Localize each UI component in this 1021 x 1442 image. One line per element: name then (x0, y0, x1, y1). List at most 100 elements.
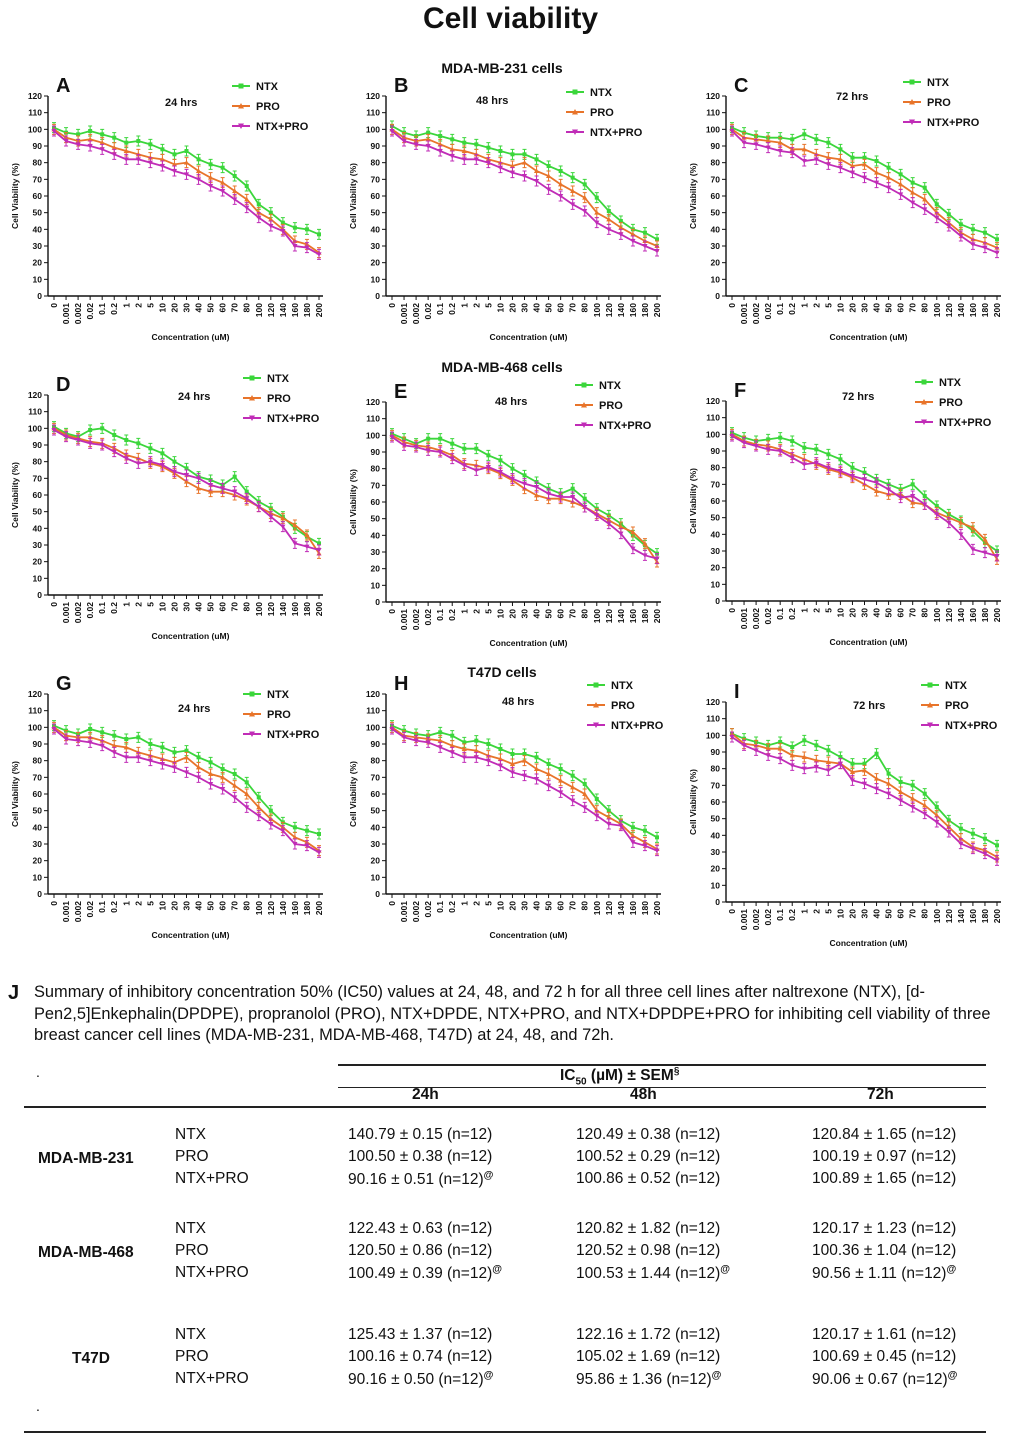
data-point (232, 783, 238, 788)
x-tick-label: 100 (932, 909, 942, 923)
data-point (147, 758, 153, 764)
y-tick-label: 70 (711, 780, 721, 790)
legend-marker (249, 731, 255, 737)
data-point (630, 529, 636, 534)
x-tick-label: 5 (145, 602, 155, 607)
y-tick-label: 40 (371, 530, 381, 540)
series-pro (389, 721, 660, 855)
time-label: 24 hrs (178, 391, 210, 403)
y-tick-label: 120 (28, 689, 42, 699)
x-tick-label: 40 (194, 901, 204, 911)
x-tick-label: 0.001 (739, 909, 749, 931)
data-point (789, 752, 795, 758)
data-point (837, 156, 844, 162)
x-tick-label: 0.2 (447, 901, 457, 913)
data-point (498, 458, 503, 463)
data-point (946, 224, 952, 229)
x-tick-label: 0.02 (423, 609, 433, 626)
legend-label: PRO (590, 107, 614, 119)
data-point (982, 836, 987, 841)
data-point (316, 252, 322, 257)
legend-marker (909, 79, 915, 85)
data-point (630, 546, 636, 552)
data-point (582, 195, 588, 200)
data-point (910, 494, 916, 499)
x-tick-label: 40 (194, 602, 204, 612)
series-line (731, 732, 998, 858)
data-point (183, 770, 190, 775)
data-point (280, 229, 286, 234)
data-point (136, 735, 141, 740)
data-point (124, 737, 129, 741)
data-point (594, 797, 599, 801)
x-tick-label: 200 (652, 609, 662, 623)
data-point (753, 748, 759, 753)
data-point (838, 147, 843, 152)
data-point (160, 745, 165, 750)
significance-mark: @ (711, 1370, 722, 1381)
x-tick-label: 1 (459, 609, 469, 614)
ic50-value: 100.52 ± 0.29 (n=12) (576, 1148, 721, 1165)
x-tick-label: 5 (145, 303, 155, 308)
data-point (582, 505, 588, 510)
x-tick-label: 160 (628, 303, 638, 317)
data-point (111, 743, 117, 748)
data-point (766, 437, 771, 442)
time-label: 72 hrs (853, 700, 885, 712)
data-point (497, 763, 504, 769)
drug-label: NTX (175, 1126, 206, 1143)
y-tick-label: 110 (706, 413, 720, 423)
data-point (861, 477, 868, 482)
data-point (802, 738, 807, 743)
data-point (280, 828, 286, 834)
data-point (521, 773, 528, 779)
data-point (582, 805, 588, 810)
series-ntx-pro (51, 723, 322, 858)
data-point (849, 769, 856, 774)
y-tick-label: 110 (28, 706, 42, 716)
data-point (982, 230, 987, 235)
y-tick-label: 70 (33, 174, 43, 184)
data-point (837, 165, 844, 171)
table-dot: . (36, 1064, 40, 1080)
legend: NTX PRO NTX+PRO (921, 680, 998, 732)
legend: NTX PRO NTX+PRO (566, 87, 643, 139)
y-tick-label: 40 (711, 224, 721, 234)
data-point (765, 138, 771, 143)
x-tick-label: 70 (568, 901, 578, 911)
y-tick-label: 70 (711, 174, 721, 184)
x-tick-label: 140 (616, 609, 626, 623)
data-point (473, 468, 479, 473)
data-point (729, 434, 735, 439)
data-point (862, 155, 867, 160)
data-point (425, 740, 431, 745)
x-tick-label: 180 (980, 303, 990, 317)
data-point (558, 790, 564, 795)
y-tick-label: 40 (33, 224, 43, 234)
data-point (426, 130, 431, 135)
data-point (885, 487, 892, 492)
data-point (256, 202, 261, 207)
series-ntx-pro (51, 125, 322, 260)
data-point (934, 215, 940, 221)
x-tick-label: 100 (254, 303, 264, 317)
data-point (789, 150, 795, 156)
x-tick-label: 160 (968, 608, 978, 622)
data-point (838, 457, 843, 462)
data-point (497, 165, 504, 171)
data-point (533, 492, 540, 498)
data-point (195, 476, 202, 481)
x-tick-label: 0.001 (399, 901, 409, 923)
data-point (195, 485, 202, 491)
data-point (753, 142, 759, 147)
x-tick-label: 0.002 (751, 303, 761, 325)
data-point (111, 449, 117, 455)
data-point (292, 842, 298, 847)
data-point (982, 550, 988, 556)
panel-letter-e: E (394, 381, 407, 403)
figure-title: Cell viability (422, 2, 599, 35)
y-tick-label: 10 (33, 274, 43, 284)
data-point (413, 142, 419, 147)
legend-label: NTX (945, 680, 968, 692)
